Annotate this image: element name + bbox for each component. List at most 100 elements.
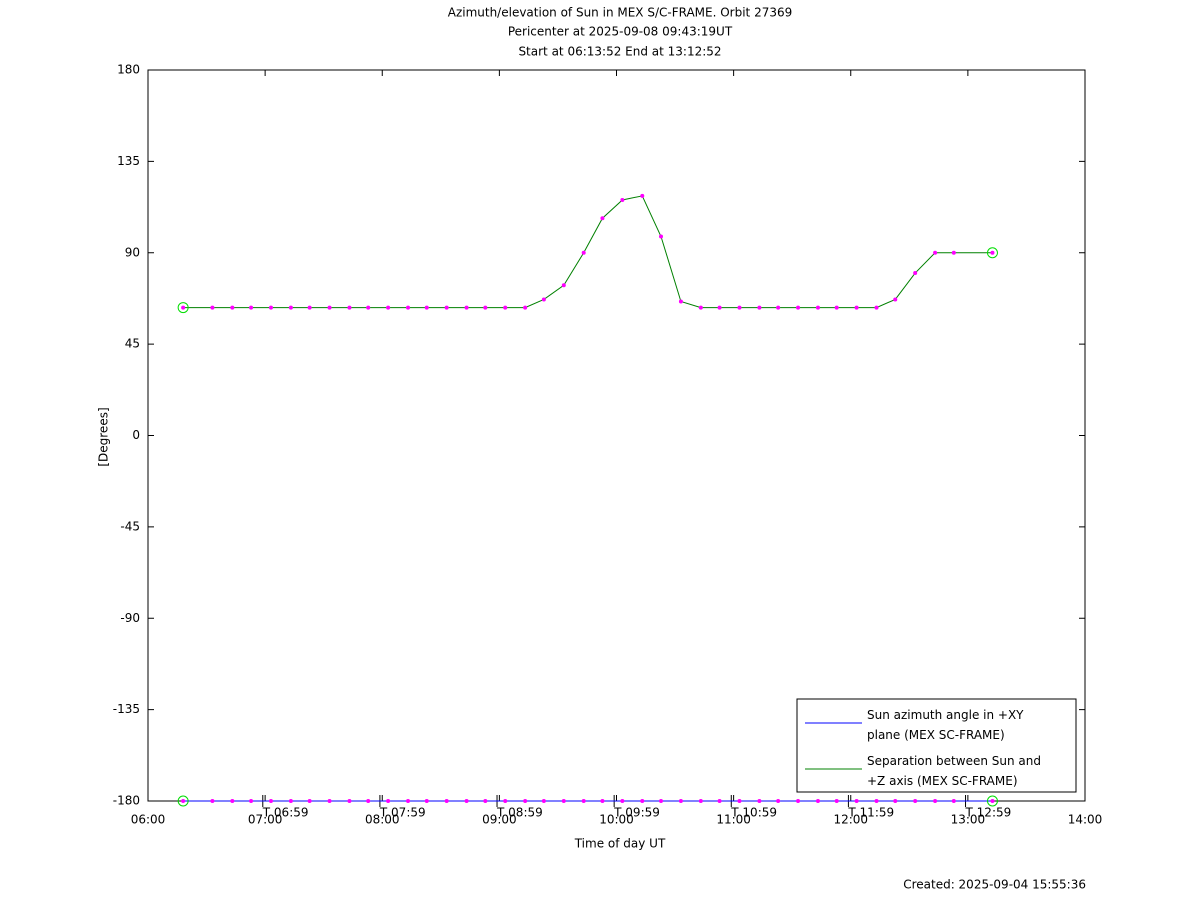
point-marker (366, 305, 371, 310)
point-marker (483, 799, 488, 803)
y-tick-label: 0 (132, 428, 140, 442)
point-marker (307, 799, 312, 803)
point-marker (181, 305, 186, 310)
point-marker (268, 305, 273, 310)
point-marker (737, 305, 742, 310)
x-tick-label: 08:00 (365, 813, 400, 827)
point-marker (503, 799, 508, 803)
point-marker (600, 799, 605, 803)
point-marker (523, 799, 528, 803)
point-marker (796, 799, 801, 803)
legend-label: Separation between Sun and +Z axis (MEX S… (867, 754, 1041, 788)
point-marker (406, 799, 411, 803)
point-marker (717, 799, 722, 803)
hour-mark-label: T 10:59 (730, 806, 777, 820)
point-marker (951, 799, 956, 803)
point-marker (796, 305, 801, 310)
point-marker (815, 305, 820, 310)
point-marker (640, 799, 645, 803)
point-marker (776, 305, 781, 310)
point-marker (893, 297, 898, 302)
x-tick-label: 13:00 (951, 813, 986, 827)
hour-mark-label: T 12:59 (965, 806, 1012, 820)
endpoint-marker (177, 795, 189, 807)
y-tick-label: 90 (125, 245, 140, 259)
point-marker (307, 305, 312, 310)
point-marker (424, 305, 429, 310)
point-marker (464, 799, 469, 803)
point-marker (678, 299, 683, 304)
y-axis-label: [Degrees] (97, 407, 111, 466)
point-marker (659, 234, 664, 239)
point-marker (406, 305, 411, 310)
x-tick-label: 11:00 (716, 813, 751, 827)
legend-box (796, 698, 1077, 793)
y-tick-label: 180 (117, 63, 140, 77)
chart-title: Azimuth/elevation of Sun in MEX S/C-FRAM… (448, 6, 793, 20)
point-marker (483, 305, 488, 310)
point-marker (249, 799, 254, 803)
point-marker (659, 799, 664, 803)
point-marker (181, 799, 186, 803)
point-marker (523, 305, 528, 310)
point-marker (874, 305, 879, 310)
point-marker (366, 799, 371, 803)
point-marker (737, 799, 742, 803)
y-tick-label: -135 (113, 702, 140, 716)
point-marker (854, 799, 859, 803)
point-marker (444, 305, 449, 310)
point-marker (288, 799, 293, 803)
point-marker (541, 297, 546, 302)
point-marker (561, 799, 566, 803)
footer: Created: 2025-09-04 15:55:36 (903, 878, 1086, 892)
point-marker (581, 799, 586, 803)
point-marker (386, 305, 391, 310)
endpoint-marker (986, 795, 998, 807)
point-marker (230, 305, 235, 310)
point-marker (581, 250, 586, 255)
point-marker (913, 271, 918, 276)
point-marker (834, 305, 839, 310)
point-marker (698, 799, 703, 803)
x-tick-label: 12:00 (833, 813, 868, 827)
point-marker (815, 799, 820, 803)
plot-frame (147, 69, 1086, 802)
x-tick-label: 09:00 (482, 813, 517, 827)
x-axis-label: Time of day UT (574, 837, 666, 851)
point-marker (757, 799, 762, 803)
point-marker (347, 799, 352, 803)
point-marker (327, 305, 332, 310)
y-tick-label: -90 (120, 611, 140, 625)
point-marker (776, 799, 781, 803)
point-marker (620, 197, 625, 202)
point-marker (990, 250, 995, 255)
point-marker (249, 305, 254, 310)
point-marker (600, 216, 605, 221)
x-tick-label: 06:00 (131, 813, 166, 827)
point-marker (698, 305, 703, 310)
x-tick-label: 10:00 (599, 813, 634, 827)
point-marker (541, 799, 546, 803)
chart-subtitle: Pericenter at 2025-09-08 09:43:19UT (508, 25, 733, 39)
chart-subtitle: Start at 06:13:52 End at 13:12:52 (518, 45, 721, 59)
hour-mark-label: T 07:59 (379, 806, 426, 820)
series-line (183, 195, 993, 309)
hour-mark-label: T 08:59 (496, 806, 543, 820)
point-marker (640, 193, 645, 198)
point-marker (951, 250, 956, 255)
point-marker (386, 799, 391, 803)
point-marker (620, 799, 625, 803)
point-marker (933, 250, 938, 255)
point-marker (678, 799, 683, 803)
y-tick-label: -45 (120, 519, 140, 533)
point-marker (268, 799, 273, 803)
endpoint-marker (177, 302, 189, 314)
y-tick-label: -180 (113, 794, 140, 808)
hour-mark-label: T 11:59 (847, 806, 894, 820)
point-marker (854, 305, 859, 310)
point-marker (347, 305, 352, 310)
point-marker (561, 283, 566, 288)
point-marker (327, 799, 332, 803)
